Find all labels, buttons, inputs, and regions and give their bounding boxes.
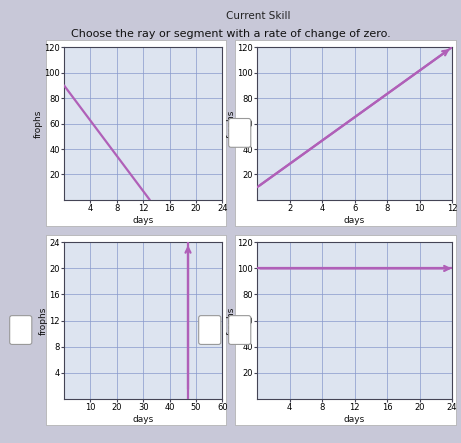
X-axis label: days: days (133, 216, 154, 225)
Y-axis label: frophs: frophs (34, 109, 43, 138)
X-axis label: days: days (344, 216, 365, 225)
Y-axis label: frophs: frophs (227, 109, 236, 138)
X-axis label: days: days (133, 415, 154, 424)
Text: Current Skill: Current Skill (226, 11, 290, 21)
Text: Choose the ray or segment with a rate of change of zero.: Choose the ray or segment with a rate of… (71, 29, 390, 39)
X-axis label: days: days (344, 415, 365, 424)
Y-axis label: frophs: frophs (39, 306, 48, 335)
Y-axis label: frophs: frophs (227, 306, 236, 335)
